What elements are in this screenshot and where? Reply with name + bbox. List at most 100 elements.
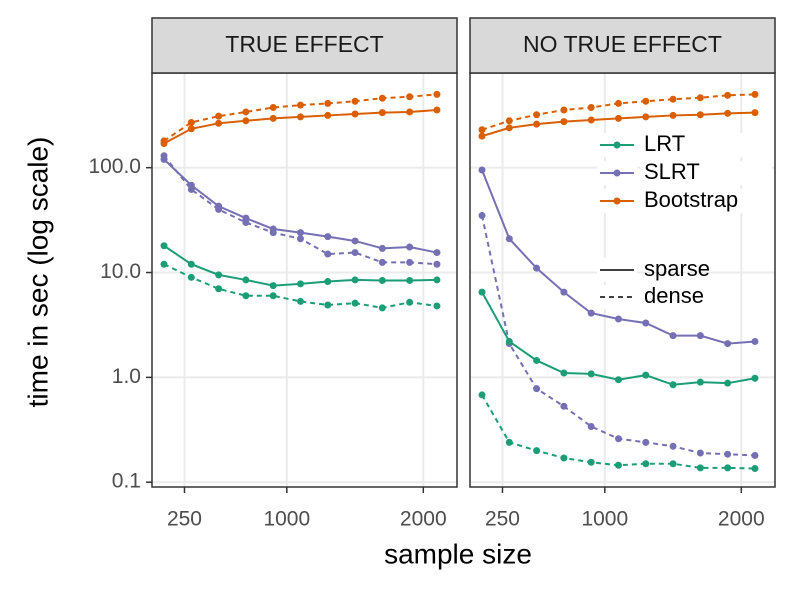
x-tick-label: 1000: [263, 508, 310, 531]
data-point: [351, 249, 359, 257]
data-point: [406, 108, 414, 116]
data-point: [433, 249, 441, 257]
y-tick-label: 10.0: [100, 260, 141, 283]
data-point: [724, 109, 732, 117]
x-tick-label: 250: [167, 508, 202, 531]
data-point: [478, 288, 486, 296]
y-axis-title: time in sec (log scale): [22, 137, 53, 408]
data-point: [324, 111, 332, 119]
data-point: [378, 276, 386, 284]
data-point: [751, 374, 759, 382]
legend-label: LRT: [644, 131, 685, 156]
data-point: [587, 103, 595, 111]
data-point: [478, 126, 486, 134]
data-point: [324, 301, 332, 309]
data-point: [324, 99, 332, 107]
legend-label-bg: [640, 189, 772, 213]
data-point: [614, 435, 622, 443]
data-point: [324, 250, 332, 258]
data-point: [215, 271, 223, 279]
strip: [151, 17, 458, 74]
data-point: [614, 114, 622, 122]
data-point: [642, 438, 650, 446]
data-point: [296, 113, 304, 121]
data-point: [242, 117, 250, 125]
data-point: [669, 111, 677, 119]
data-point: [215, 285, 223, 293]
data-point: [642, 460, 650, 468]
data-point: [696, 332, 704, 340]
data-point: [160, 137, 168, 145]
data-point: [160, 260, 168, 268]
data-point: [505, 117, 513, 125]
legend-label-bg: [640, 161, 772, 185]
data-point: [187, 125, 195, 133]
data-point: [560, 118, 568, 126]
data-point: [560, 402, 568, 410]
data-point: [642, 319, 650, 327]
data-point: [215, 119, 223, 127]
data-point: [587, 458, 595, 466]
data-point: [669, 381, 677, 389]
data-point: [296, 235, 304, 243]
data-point: [242, 292, 250, 300]
x-tick-label: 250: [485, 508, 520, 531]
series-line: [163, 263, 438, 309]
data-point: [378, 304, 386, 312]
data-point: [296, 229, 304, 237]
y-tick-label: 0.1: [112, 470, 141, 493]
data-point: [614, 376, 622, 384]
x-tick-label: 2000: [718, 508, 765, 531]
data-point: [751, 465, 759, 473]
strip-label: TRUE EFFECT: [225, 31, 383, 57]
legend-key: [613, 197, 621, 205]
data-point: [696, 449, 704, 457]
data-point: [560, 454, 568, 462]
data-point: [724, 379, 732, 387]
legend-label: dense: [644, 283, 704, 308]
data-point: [696, 111, 704, 119]
data-point: [642, 371, 650, 379]
data-point: [696, 94, 704, 102]
data-point: [614, 315, 622, 323]
data-point: [324, 278, 332, 286]
legend-label: sparse: [644, 256, 710, 281]
data-point: [269, 229, 277, 237]
legend-key: [613, 169, 621, 177]
x-tick-label: 2000: [400, 508, 447, 531]
data-point: [433, 106, 441, 114]
data-point: [505, 124, 513, 132]
data-point: [324, 233, 332, 241]
data-point: [560, 288, 568, 296]
data-point: [269, 103, 277, 111]
data-point: [587, 422, 595, 430]
data-point: [433, 302, 441, 310]
data-point: [406, 258, 414, 266]
data-point: [642, 97, 650, 105]
data-point: [242, 276, 250, 284]
data-point: [406, 243, 414, 251]
strip: [469, 17, 776, 74]
data-point: [614, 99, 622, 107]
data-point: [269, 114, 277, 122]
data-point: [560, 369, 568, 377]
data-point: [433, 260, 441, 268]
data-point: [406, 93, 414, 101]
data-point: [669, 442, 677, 450]
data-point: [478, 211, 486, 219]
data-point: [533, 356, 541, 364]
data-point: [642, 113, 650, 121]
data-point: [478, 391, 486, 399]
data-point: [351, 237, 359, 245]
data-point: [696, 378, 704, 386]
data-point: [533, 120, 541, 128]
data-point: [696, 464, 704, 472]
data-point: [215, 205, 223, 213]
data-point: [378, 244, 386, 252]
data-point: [187, 273, 195, 281]
data-point: [378, 109, 386, 117]
data-point: [242, 218, 250, 226]
data-point: [296, 101, 304, 109]
data-point: [587, 116, 595, 124]
